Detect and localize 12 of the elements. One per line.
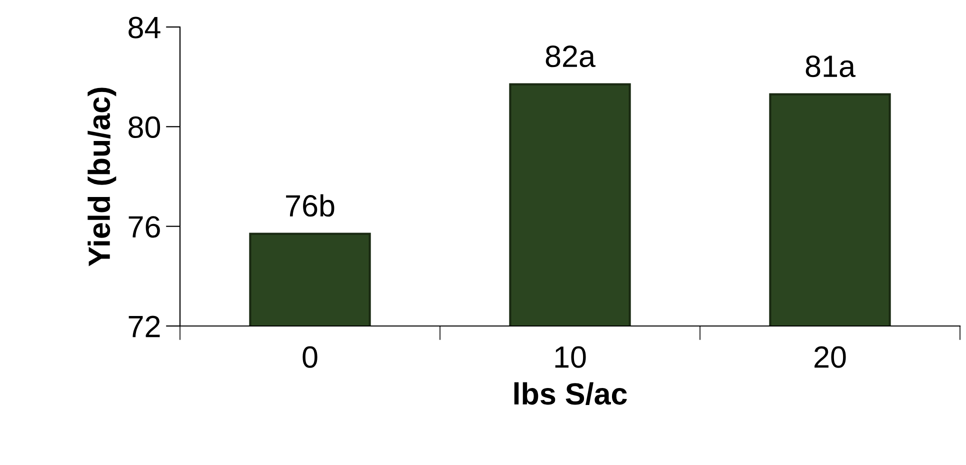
y-tick-label: 76 [128,216,160,238]
x-tick-label: 20 [814,346,846,368]
x-axis-title: lbs S/ac [514,382,627,406]
data-label: 82a [546,46,596,68]
x-tick-label: 10 [555,346,586,368]
data-label: 81a [806,55,856,78]
y-tick-label: 84 [128,16,160,38]
y-axis-title: Yield (bu/ac) [88,88,116,266]
y-tick-label: 72 [128,316,160,338]
data-label: 76b [286,194,334,217]
y-tick-label: 80 [128,116,160,138]
x-tick-label: 0 [302,346,318,368]
